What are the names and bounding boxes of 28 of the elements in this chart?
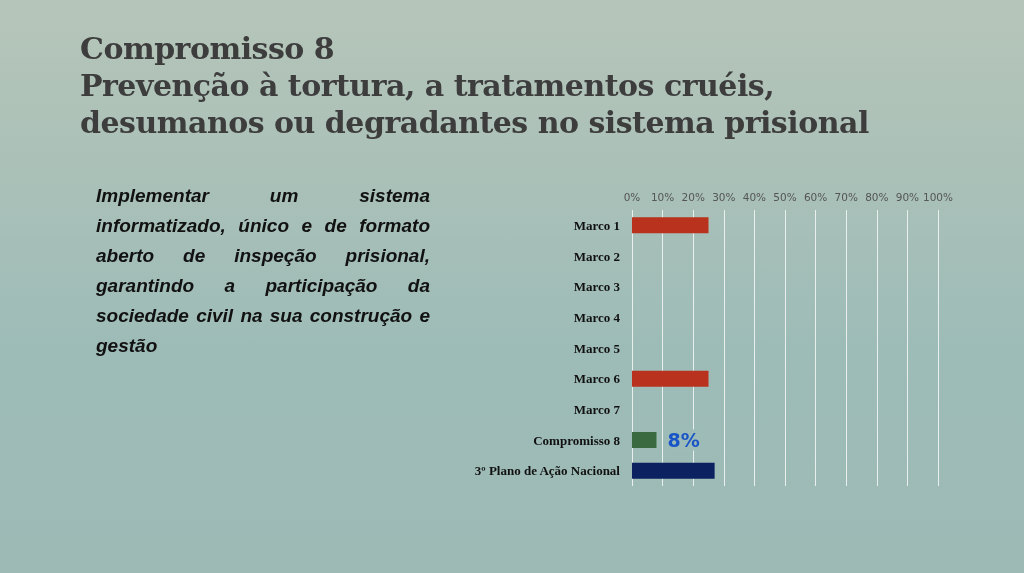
chart-subtitle: Prevenção à tortura, a tratamentos cruéis, desumanos ou degradantes no sistema prisional [80,67,870,141]
y-tick-label: Marco 6 [573,371,621,387]
x-tick-label: 0% [623,190,641,203]
x-tick-label: 70% [834,190,858,203]
y-tick-label: 3º Plano de Ação Nacional [474,463,621,479]
y-tick-label: Marco 1 [573,217,620,233]
text: Compromisso 8 [80,30,336,67]
x-tick-label: 50% [773,190,797,203]
x-tick-label: 40% [742,190,767,203]
data-label: 8% [667,429,700,451]
y-tick-label: Marco 4 [573,309,621,325]
x-tick-label: 90% [895,190,920,203]
y-tick-label: Marco 7 [573,401,621,417]
y-tick-label: Marco 3 [573,279,621,295]
x-tick-label: 10% [650,190,675,203]
x-tick-label: 60% [803,190,828,203]
y-tick-label: Marco 2 [573,248,620,264]
x-tick-label: 80% [865,190,889,203]
bar [632,432,657,448]
x-tick-label: 20% [681,190,705,203]
bar [632,217,709,234]
x-tick-label: 100% [922,190,954,203]
y-tick-label: Marco 5 [573,340,621,356]
text: Implementar um sistema informatizado, único e de formato aberto de inspeção prisional, garantindo a participação da sociedade civil na sua construção e gestão [96,184,430,358]
bar [632,462,715,479]
y-tick-label: Compromisso 8 [533,432,621,448]
x-tick-label: 30% [712,190,736,203]
bar [632,370,709,387]
